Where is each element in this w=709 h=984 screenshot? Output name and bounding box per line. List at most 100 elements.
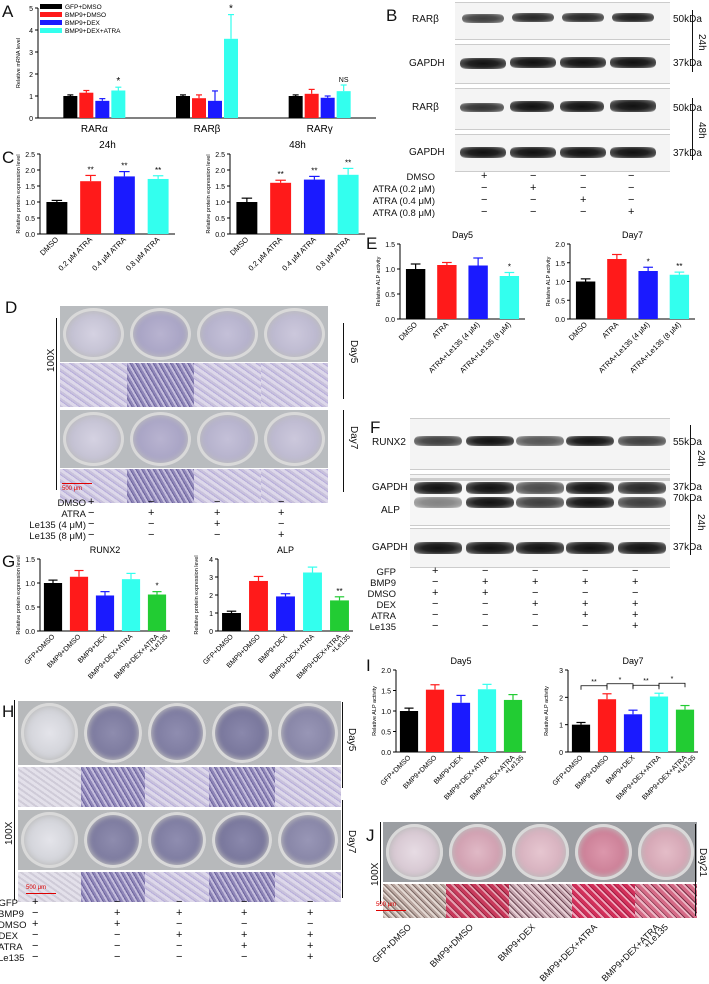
y-tick-label: 1 xyxy=(559,723,563,730)
sign: − xyxy=(88,529,95,541)
culture-well-photo xyxy=(209,701,275,765)
sign: − xyxy=(632,587,639,599)
category-label: BMP9+DEX+ATRA xyxy=(469,754,516,801)
bracket-line xyxy=(342,800,343,898)
culture-well-photo xyxy=(275,810,341,870)
y-tick-label: 5 xyxy=(29,6,33,13)
y-tick-label: 0.0 xyxy=(215,232,225,239)
sign: + xyxy=(278,529,285,541)
band xyxy=(560,57,606,68)
band xyxy=(466,542,514,554)
treatment-label: GFP xyxy=(0,898,18,909)
category-label: 0.8 μM ATRA xyxy=(124,235,162,273)
bar xyxy=(499,276,520,319)
micrograph xyxy=(209,767,275,807)
y-tick-label: 1.5 xyxy=(555,261,565,268)
sign: + xyxy=(114,918,121,930)
bar xyxy=(336,91,351,118)
sign: + xyxy=(628,206,635,218)
time-label: 24h xyxy=(696,34,707,51)
sign: − xyxy=(214,529,221,541)
culture-dish xyxy=(278,812,338,868)
sign: − xyxy=(307,918,314,930)
sign: + xyxy=(278,507,285,519)
y-tick-label: 2.0 xyxy=(215,168,225,175)
sign: + xyxy=(88,496,95,508)
bar xyxy=(623,714,643,752)
y-axis-label: Relative ALP activity xyxy=(546,256,552,306)
y-tick-label: 0 xyxy=(559,750,563,757)
culture-dish xyxy=(575,824,632,880)
micrograph xyxy=(18,767,81,807)
sign: + xyxy=(580,194,587,206)
sign: − xyxy=(582,620,589,632)
panel-i-day5-chart: 0.0 0.5 1.0 1.5 2.0 Relative ALP activity Day5… xyxy=(372,656,526,802)
significance-mark: ** xyxy=(278,170,284,179)
band xyxy=(516,436,564,446)
kda-label: 50kDa xyxy=(673,103,702,114)
significance-mark: * xyxy=(155,582,158,591)
y-axis-label: Relative mRNA level xyxy=(16,38,22,88)
chart-title: ALP xyxy=(277,545,294,555)
sign: + xyxy=(176,907,183,919)
culture-well-photo xyxy=(194,410,261,468)
sign: − xyxy=(114,940,121,952)
culture-dish xyxy=(212,703,272,763)
band xyxy=(414,436,462,446)
bar xyxy=(468,265,488,319)
y-tick-label: 2 xyxy=(559,695,563,702)
bar xyxy=(675,709,695,752)
category-label: 0.4 μM ATRA xyxy=(280,235,318,273)
culture-dish xyxy=(21,812,78,868)
bar xyxy=(405,269,426,319)
sign: − xyxy=(628,194,635,206)
band xyxy=(516,542,564,554)
y-tick-label: 1.0 xyxy=(25,200,35,207)
band xyxy=(610,57,656,68)
bar xyxy=(95,100,110,118)
bar xyxy=(43,583,63,631)
group-label: BMP9+DMSO xyxy=(427,922,476,970)
culture-dish xyxy=(278,703,338,763)
chart-title: 48h xyxy=(289,140,306,151)
sign: − xyxy=(532,620,539,632)
sign: − xyxy=(176,951,183,963)
panel-label-c: C xyxy=(2,148,15,167)
sign: − xyxy=(241,896,248,908)
culture-well-photo xyxy=(572,822,635,882)
y-tick-label: 1.5 xyxy=(385,242,395,249)
culture-well-photo xyxy=(446,822,509,882)
bar xyxy=(208,100,222,118)
bar xyxy=(249,580,268,631)
category-label: DMSO xyxy=(397,320,419,342)
sign: − xyxy=(482,609,489,621)
scale-bar xyxy=(62,483,92,484)
sign: + xyxy=(241,940,248,952)
y-tick-label: 1.0 xyxy=(385,267,395,274)
y-axis-label: Relative protein expression level xyxy=(194,555,200,634)
treatment-label: Le135 xyxy=(0,953,25,964)
sign: − xyxy=(532,609,539,621)
sign: + xyxy=(482,576,489,588)
bar xyxy=(63,96,78,118)
culture-dish xyxy=(512,824,569,880)
category-label: BMP9+DEX+ATRA xyxy=(641,754,688,801)
scale-bar-label: 500 μm xyxy=(26,885,47,891)
significance-mark: ** xyxy=(311,166,317,175)
time-label: 24h xyxy=(695,450,706,467)
culture-dish xyxy=(130,308,191,360)
micrograph xyxy=(60,469,127,503)
group-label: BMP9+DEX xyxy=(495,922,538,964)
band xyxy=(618,482,666,494)
culture-well-photo xyxy=(209,810,275,870)
y-tick-label: 0.5 xyxy=(215,216,225,223)
chart-title: Day5 xyxy=(452,230,473,240)
chart-title: Day7 xyxy=(622,656,643,666)
sign: − xyxy=(241,951,248,963)
significance-mark: ** xyxy=(345,158,351,167)
bracket-line xyxy=(690,425,691,491)
sign: + xyxy=(530,182,537,194)
y-tick-label: 4 xyxy=(29,28,33,35)
band xyxy=(618,436,666,446)
sign: − xyxy=(32,929,39,941)
